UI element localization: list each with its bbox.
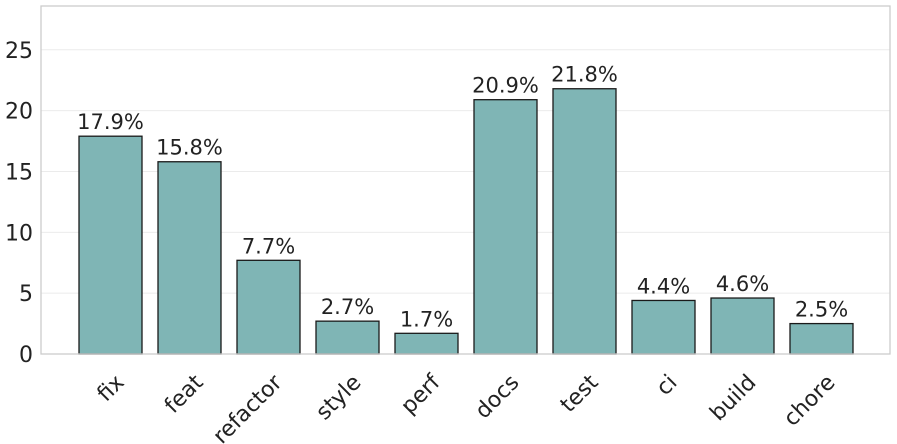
x-tick-label-refactor: refactor (209, 370, 289, 444)
value-label-refactor: 7.7% (242, 234, 295, 258)
x-tick-label-style: style (311, 370, 366, 425)
bar-refactor (236, 259, 301, 355)
x-tick-label-chore: chore (779, 370, 840, 431)
bar-fix (78, 135, 143, 355)
y-axis-ticks: 0 5 10 15 20 25 (5, 39, 33, 368)
plot-frame (40, 5, 891, 355)
value-label-feat: 15.8% (156, 136, 223, 160)
bar-test (552, 88, 617, 355)
value-label-ci: 4.4% (637, 274, 690, 298)
x-axis-ticks: fix feat refactor style perf docs test ci build c… (93, 369, 841, 444)
bar-ci (631, 299, 696, 355)
x-tick-label-feat: feat (160, 370, 209, 419)
bar-docs (473, 99, 538, 355)
value-label-docs: 20.9% (472, 74, 539, 98)
value-label-test: 21.8% (551, 63, 618, 87)
value-label-perf: 1.7% (400, 307, 453, 331)
x-tick-label-build: build (705, 370, 761, 426)
y-tick-label: 0 (19, 343, 33, 368)
value-label-style: 2.7% (321, 295, 374, 319)
x-tick-label-perf: perf (396, 369, 446, 419)
bar-build (710, 297, 775, 355)
y-tick-label: 20 (5, 100, 33, 125)
y-tick-label: 25 (5, 39, 33, 64)
value-label-chore: 2.5% (795, 298, 848, 322)
bar-chore (789, 322, 854, 355)
y-tick-label: 5 (19, 282, 33, 307)
value-labels: 17.9% 15.8% 7.7% 2.7% 1.7% 20.9% 21.8% 4.4% 4.6%… (77, 63, 848, 332)
value-label-build: 4.6% (716, 272, 769, 296)
x-tick-label-ci: ci (652, 370, 683, 401)
value-label-fix: 17.9% (77, 110, 144, 134)
bar-perf (394, 332, 459, 355)
y-tick-label: 10 (5, 221, 33, 246)
bars (78, 88, 854, 355)
x-tick-label-test: test (556, 370, 604, 418)
x-tick-label-fix: fix (93, 370, 130, 407)
bar-style (315, 320, 380, 355)
bar-feat (157, 161, 222, 355)
y-tick-label: 15 (5, 160, 33, 185)
x-tick-label-docs: docs (471, 370, 525, 424)
